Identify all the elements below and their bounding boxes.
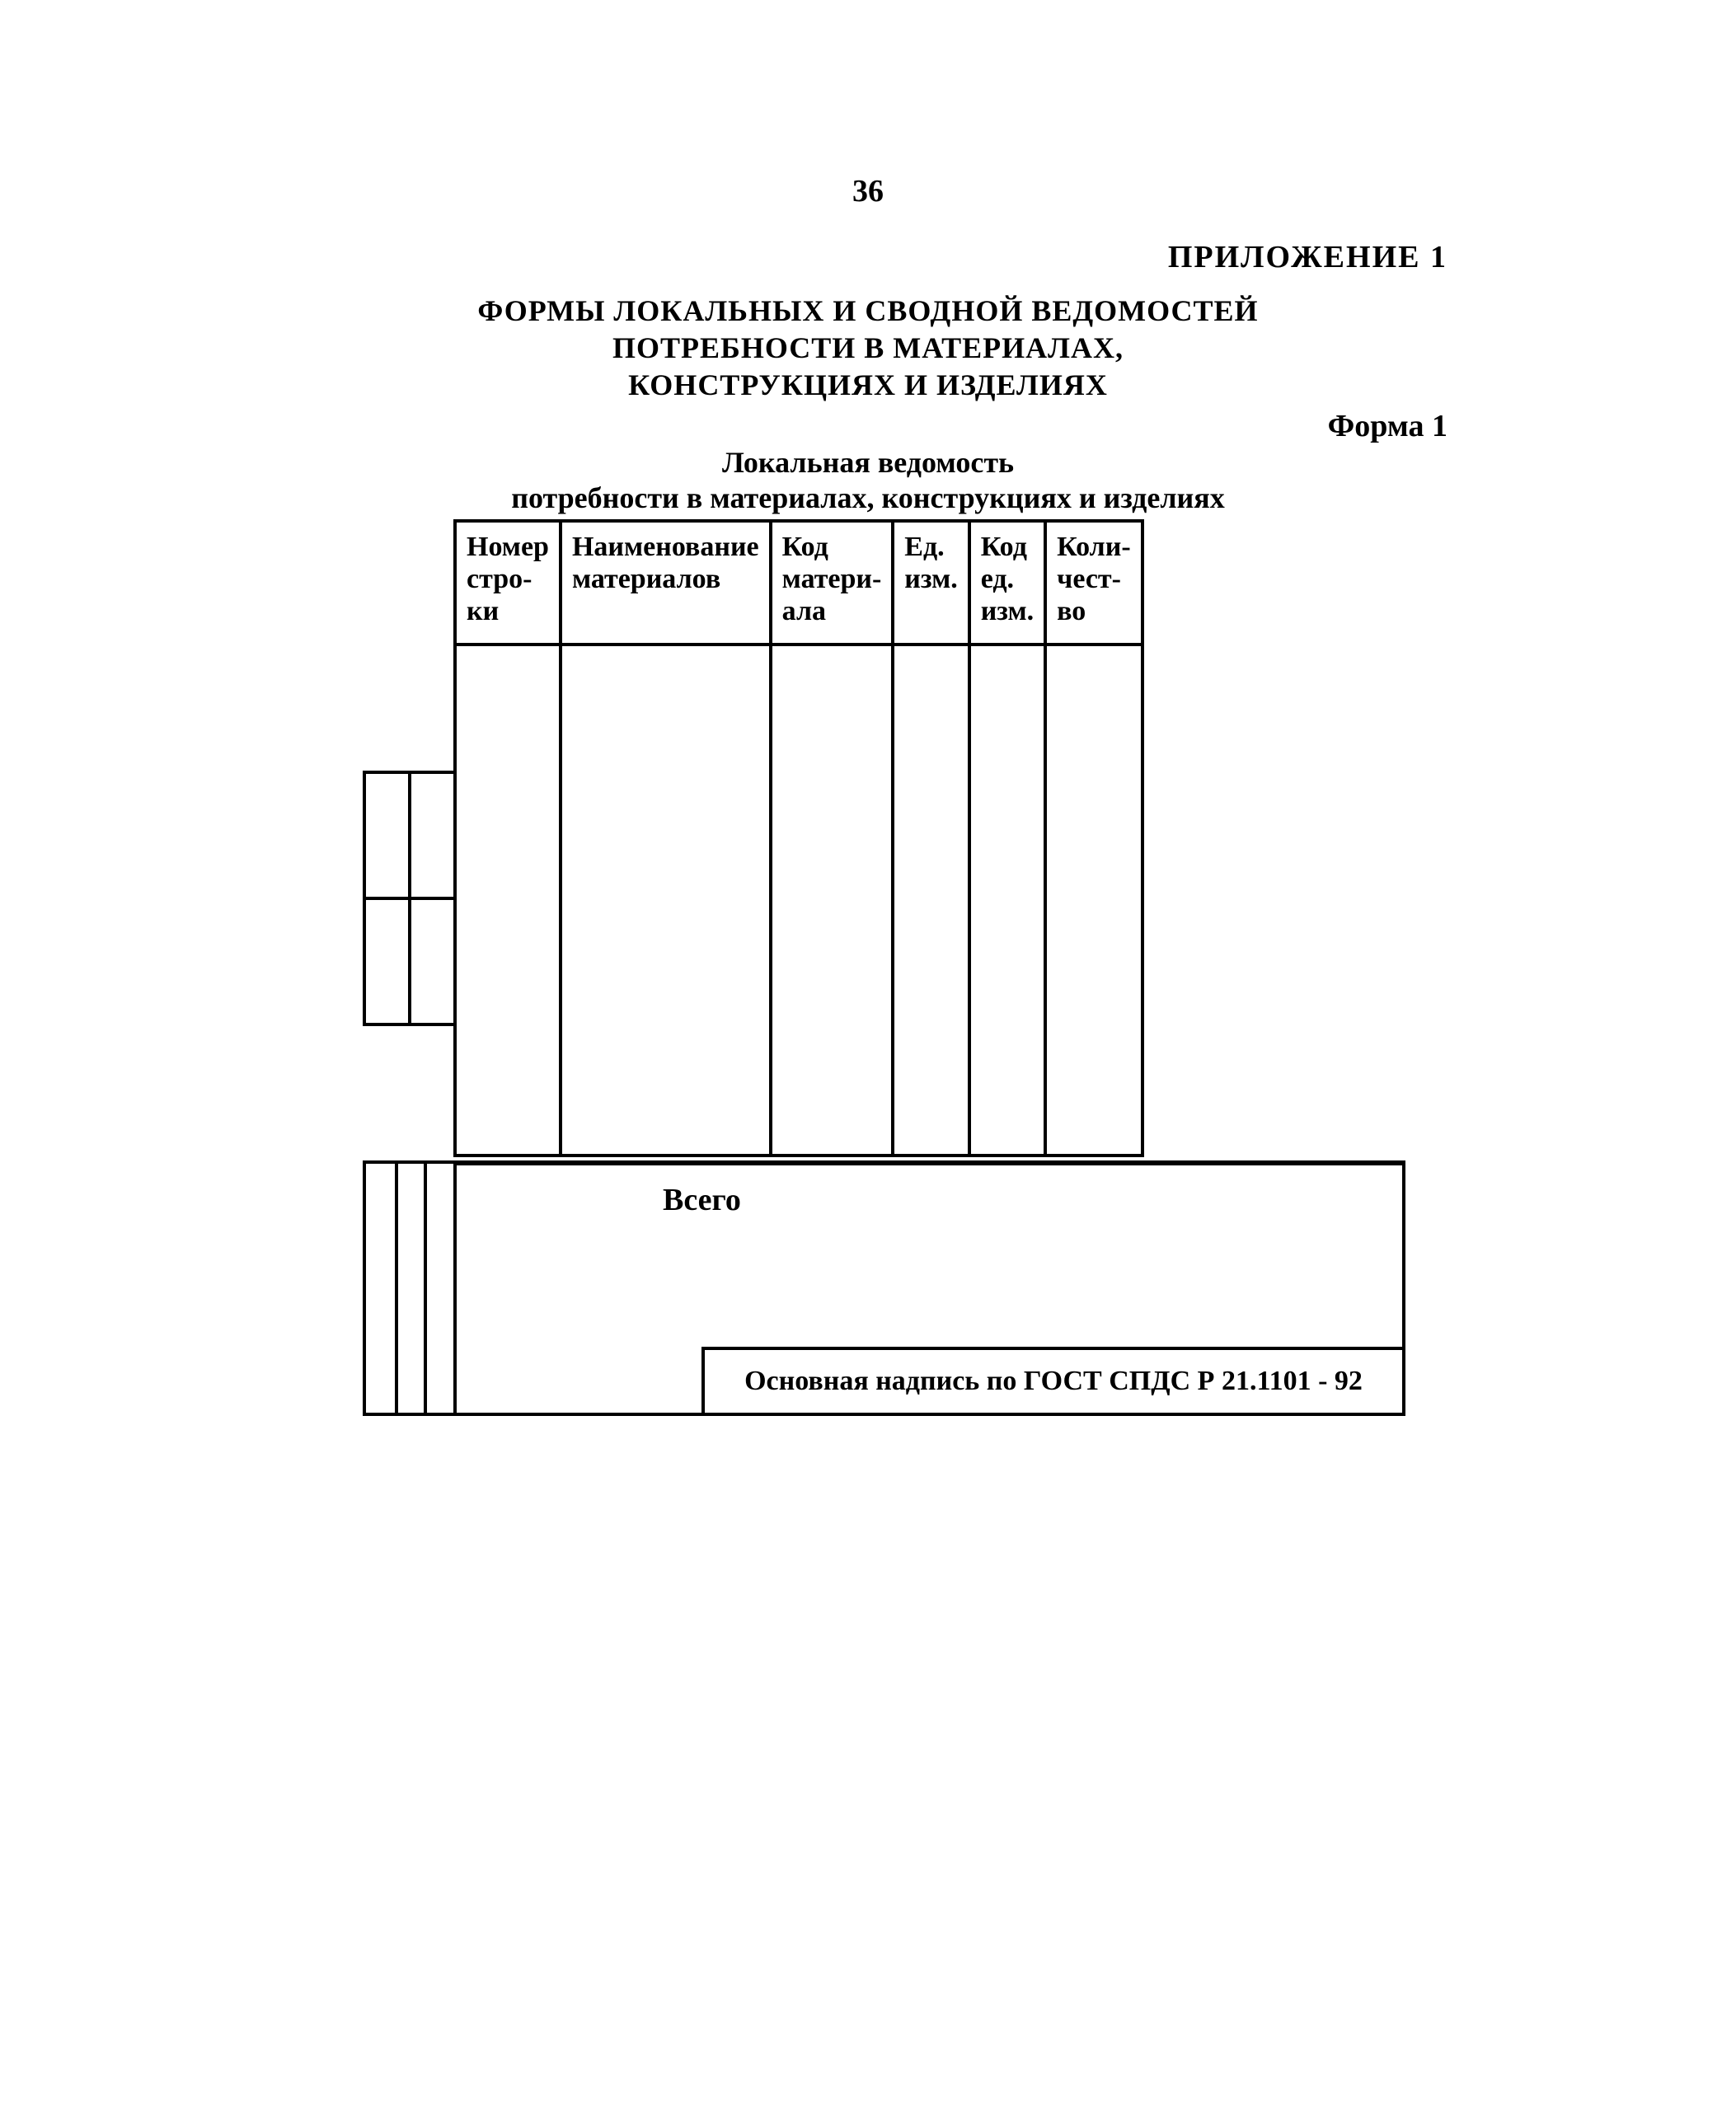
binding-tab-upper [363, 771, 453, 1026]
binding-tab-lower [363, 1160, 453, 1416]
cell-code-material [771, 645, 894, 1156]
form-number-label: Форма 1 [1328, 408, 1447, 444]
subtitle-line1: Локальная ведомость [722, 446, 1014, 479]
col-header-number: Номер стро-ки [455, 521, 561, 645]
cell-name [561, 645, 771, 1156]
binding-tab-lower-div2 [424, 1164, 427, 1413]
main-title-line2: ПОТРЕБНОСТИ В МАТЕРИАЛАХ, [612, 331, 1124, 364]
col-header-code-unit: Код ед. изм. [969, 521, 1045, 645]
subtitle: Локальная ведомость потребности в матери… [511, 445, 1225, 516]
main-title: ФОРМЫ ЛОКАЛЬНЫХ И СВОДНОЙ ВЕДОМОСТЕЙ ПОТ… [477, 293, 1258, 404]
main-title-line3: КОНСТРУКЦИЯХ И ИЗДЕЛИЯХ [628, 368, 1108, 401]
subtitle-line2: потребности в материалах, конструкциях и… [511, 481, 1225, 514]
col-header-quantity: Коли-чест-во [1045, 521, 1142, 645]
appendix-label: ПРИЛОЖЕНИЕ 1 [1168, 239, 1447, 275]
cell-quantity [1045, 645, 1142, 1156]
page-number: 36 [852, 173, 884, 209]
col-header-unit: Ед. изм. [893, 521, 969, 645]
total-label: Всего [663, 1182, 741, 1218]
main-title-line1: ФОРМЫ ЛОКАЛЬНЫХ И СВОДНОЙ ВЕДОМОСТЕЙ [477, 294, 1258, 327]
binding-tab-divider-h [366, 897, 453, 900]
col-header-name: Наименование материалов [561, 521, 771, 645]
table-header-row: Номер стро-ки Наименование материалов Ко… [455, 521, 1142, 645]
table-body-row [455, 645, 1142, 1156]
cell-number [455, 645, 561, 1156]
col-header-code-material: Код матери-ала [771, 521, 894, 645]
cell-code-unit [969, 645, 1045, 1156]
cell-unit [893, 645, 969, 1156]
binding-tab-lower-div1 [395, 1164, 398, 1413]
total-block: Всего Основная надпись по ГОСТ СПДС Р 21… [453, 1160, 1405, 1416]
form-table: Номер стро-ки Наименование материалов Ко… [453, 519, 1144, 1157]
title-block-stamp: Основная надпись по ГОСТ СПДС Р 21.1101 … [701, 1347, 1402, 1413]
page: 36 ПРИЛОЖЕНИЕ 1 ФОРМЫ ЛОКАЛЬНЫХ И СВОДНО… [0, 0, 1736, 2105]
